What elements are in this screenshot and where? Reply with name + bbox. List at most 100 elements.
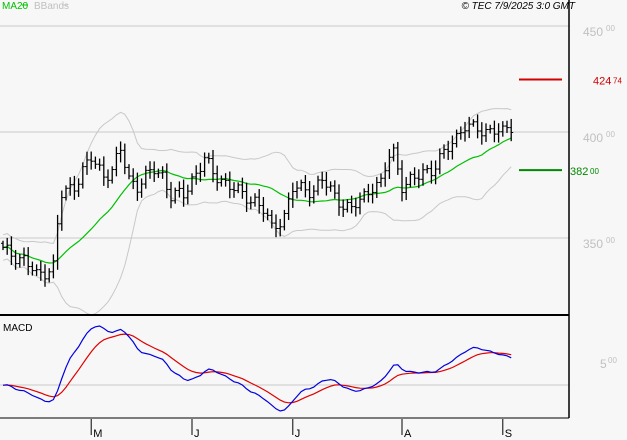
ohlc-bar bbox=[185, 184, 190, 205]
ohlc-bar bbox=[450, 135, 455, 160]
ohlc-bar bbox=[311, 185, 316, 204]
ohlc-bar bbox=[479, 122, 484, 145]
ohlc-bar bbox=[114, 146, 119, 177]
ohlc-bar bbox=[282, 209, 287, 231]
ohlc-bar bbox=[488, 124, 493, 134]
ohlc-bar bbox=[362, 188, 367, 203]
ohlc-bar bbox=[332, 180, 337, 199]
bb-lower-line bbox=[2, 166, 512, 316]
y-tick-label: 450 bbox=[583, 25, 603, 39]
legend-bbands: BBands bbox=[34, 1, 69, 12]
ohlc-bar bbox=[215, 165, 220, 191]
ohlc-bar bbox=[106, 169, 110, 189]
ohlc-bar bbox=[139, 178, 144, 198]
macd-y-tick-decimals: 00 bbox=[608, 356, 617, 365]
ohlc-bar bbox=[379, 173, 383, 188]
ohlc-bar bbox=[395, 141, 400, 175]
ohlc-bar bbox=[303, 175, 308, 198]
ohlc-bar bbox=[345, 199, 350, 213]
ohlc-bar bbox=[253, 193, 257, 207]
ohlc-bar bbox=[181, 179, 186, 207]
ohlc-bar bbox=[433, 160, 438, 185]
ohlc-bar bbox=[76, 178, 81, 197]
ohlc-bar bbox=[89, 151, 94, 170]
ohlc-bar bbox=[496, 123, 501, 143]
ohlc-bar bbox=[202, 152, 207, 177]
support-decimals: 00 bbox=[590, 167, 599, 176]
ohlc-bar bbox=[358, 192, 362, 215]
ohlc-bar bbox=[383, 162, 388, 187]
ohlc-bar bbox=[316, 175, 320, 196]
ohlc-bar bbox=[13, 249, 18, 270]
ohlc-bar bbox=[463, 121, 467, 142]
ohlc-bar bbox=[131, 168, 136, 190]
ohlc-bar bbox=[416, 169, 421, 189]
bollinger-bands bbox=[2, 108, 512, 316]
ohlc-bar bbox=[47, 268, 52, 283]
ohlc-bar bbox=[404, 176, 409, 201]
ohlc-bar bbox=[337, 184, 341, 216]
ohlc-bar bbox=[127, 164, 131, 180]
resistance-decimals: 74 bbox=[613, 77, 622, 86]
ohlc-bar bbox=[400, 160, 404, 202]
ohlc-bar bbox=[194, 165, 199, 185]
ohlc-bar bbox=[9, 236, 14, 266]
ohlc-bar bbox=[458, 126, 463, 140]
ohlc-bar bbox=[38, 261, 43, 281]
ohlc-bar bbox=[223, 173, 228, 187]
ohlc-bar bbox=[143, 165, 148, 189]
ohlc-bar bbox=[429, 160, 434, 184]
ohlc-bar bbox=[374, 176, 379, 199]
ohlc-bar bbox=[85, 151, 89, 175]
ohlc-bar bbox=[500, 121, 505, 137]
ohlc-bar bbox=[118, 141, 123, 163]
ma20-line bbox=[2, 137, 512, 264]
ohlc-bar bbox=[110, 166, 115, 184]
ohlc-bar bbox=[64, 185, 68, 201]
ohlc-bar bbox=[307, 181, 312, 207]
ohlc-bar bbox=[156, 168, 161, 178]
ohlc-bar bbox=[248, 196, 253, 210]
ohlc-bar bbox=[328, 181, 333, 192]
ohlc-bar bbox=[387, 149, 392, 179]
x-tick-label: S bbox=[505, 428, 512, 440]
ohlc-bar bbox=[17, 253, 22, 268]
ohlc-bar bbox=[173, 187, 178, 204]
ohlc-bar bbox=[55, 214, 60, 270]
ohlc-bar bbox=[353, 197, 358, 217]
ohlc-bar bbox=[160, 166, 165, 179]
ohlc-bar bbox=[320, 171, 325, 189]
macd-y-tick-label: 5 bbox=[600, 357, 607, 371]
ohlc-bar bbox=[169, 181, 173, 209]
ohlc-bar bbox=[366, 183, 371, 203]
ohlc-bar bbox=[190, 173, 194, 195]
ohlc-bar bbox=[97, 158, 102, 171]
x-tick-label: A bbox=[404, 428, 412, 440]
ohlc-bar bbox=[257, 189, 262, 214]
macd-signal-line bbox=[2, 333, 512, 404]
ohlc-bar bbox=[43, 264, 47, 287]
ohlc-bar bbox=[198, 162, 203, 182]
ohlc-bar bbox=[152, 161, 157, 182]
ohlc-bar bbox=[68, 177, 73, 196]
ohlc-bar bbox=[290, 182, 295, 208]
ohlc-bar bbox=[5, 237, 10, 255]
copyright-timestamp: © TEC 7/9/2025 3:0 GMT bbox=[461, 1, 575, 12]
ohlc-bar bbox=[412, 167, 417, 186]
ohlc-bar bbox=[206, 152, 211, 164]
x-tick-label: M bbox=[93, 428, 102, 440]
ohlc-bar bbox=[509, 118, 514, 142]
support-label: 382 bbox=[570, 166, 588, 178]
ohlc-bar bbox=[492, 120, 497, 143]
ohlc-bar bbox=[59, 190, 64, 231]
ohlc-bar bbox=[1, 240, 5, 251]
ohlc-bar bbox=[299, 179, 304, 192]
macd-label: MACD bbox=[3, 323, 32, 334]
ohlc-bar bbox=[164, 163, 169, 199]
ohlc-bar bbox=[408, 171, 413, 188]
ohlc-bar bbox=[437, 148, 442, 175]
